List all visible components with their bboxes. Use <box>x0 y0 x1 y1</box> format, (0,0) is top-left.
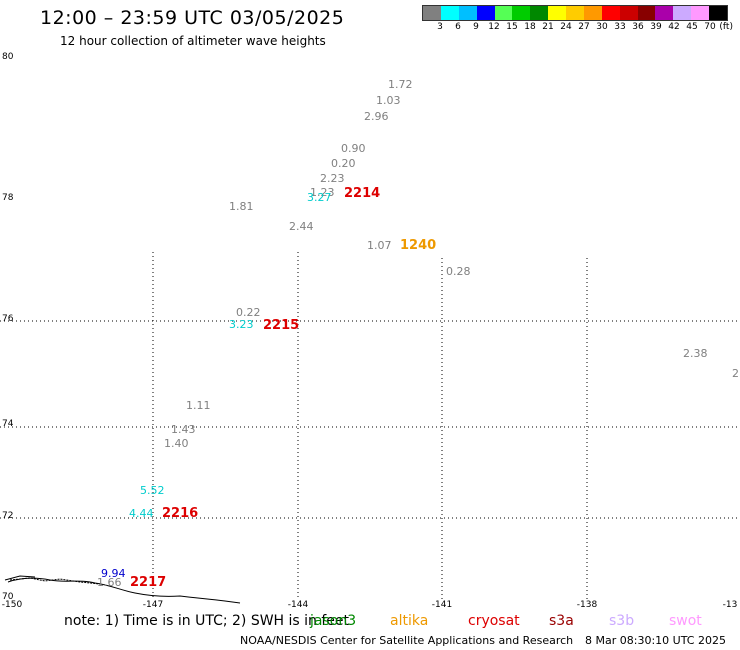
color-scale-label: 12 <box>488 22 500 32</box>
color-scale-label: 39 <box>650 22 662 32</box>
lon-label: -13 <box>722 600 738 610</box>
pass-time-label: 2217 <box>130 575 167 590</box>
color-scale-swatch <box>709 6 727 20</box>
pass-time-label: 2214 <box>344 186 381 201</box>
color-scale-label: 30 <box>596 22 608 32</box>
color-scale-label: 27 <box>578 22 590 32</box>
color-scale-swatch <box>458 6 477 20</box>
wave-height-value: 3.27 <box>307 191 332 204</box>
color-scale-swatch <box>423 6 441 20</box>
color-scale-label: (ft) <box>719 22 733 32</box>
pass-time-label: 1240 <box>400 238 437 253</box>
lon-label: -138 <box>576 600 598 610</box>
wave-height-value: 1.11 <box>186 399 211 412</box>
wave-height-value: 1.81 <box>229 200 254 213</box>
color-scale-label: 3 <box>437 22 443 32</box>
color-scale-swatch <box>440 6 459 20</box>
color-scale-swatch <box>548 6 566 20</box>
lon-label: -147 <box>142 600 164 610</box>
color-scale-label: 18 <box>524 22 536 32</box>
wave-height-value: 4.44 <box>129 507 154 520</box>
lat-label: 78 <box>2 193 14 203</box>
color-scale-swatch <box>494 6 513 20</box>
wave-height-value: 2.23 <box>320 172 345 185</box>
lon-label: -144 <box>287 600 309 610</box>
graticule-lines <box>0 252 740 600</box>
color-scale-label: 70 <box>704 22 716 32</box>
color-scale-swatch <box>512 6 531 20</box>
color-scale-label: 42 <box>668 22 680 32</box>
credit-text: NOAA/NESDIS Center for Satellite Applica… <box>240 634 574 647</box>
wave-height-value: 3.23 <box>229 318 254 331</box>
generated-timestamp: 8 Mar 08:30:10 UTC 2025 <box>585 634 726 647</box>
page-subtitle: 12 hour collection of altimeter wave hei… <box>60 34 326 48</box>
satellite-legend-s3b: s3b <box>609 613 635 629</box>
lat-label: 72 <box>2 511 14 521</box>
lat-label: 74 <box>2 419 14 429</box>
wave-height-value: 1.23 <box>310 186 335 199</box>
wave-height-value: 9.94 <box>101 567 126 580</box>
lon-label: -150 <box>1 600 23 610</box>
color-scale-bar <box>422 5 728 21</box>
satellite-legend-s3a: s3a <box>549 613 574 629</box>
wave-height-value: 2 <box>732 367 739 380</box>
coastline <box>4 575 241 604</box>
lon-label: -141 <box>431 600 453 610</box>
color-scale-label: 36 <box>632 22 644 32</box>
wave-height-value: 2.44 <box>289 220 314 233</box>
color-scale-label: 24 <box>560 22 572 32</box>
wave-height-value: 0.90 <box>341 142 366 155</box>
satellite-legend-cryosat: cryosat <box>468 613 520 629</box>
color-scale-swatch <box>601 6 620 20</box>
color-scale-label: 45 <box>686 22 698 32</box>
wave-height-value: 1.07 <box>367 239 392 252</box>
wave-height-value: 1.43 <box>171 423 196 436</box>
wave-height-value: 0.28 <box>446 265 471 278</box>
color-scale-swatch <box>619 6 638 20</box>
color-scale-label: 15 <box>506 22 518 32</box>
lat-label: 76 <box>2 314 14 324</box>
wave-height-value: 0.22 <box>236 306 261 319</box>
color-scale-swatch <box>476 6 495 20</box>
wave-height-value: 0.20 <box>331 157 356 170</box>
color-scale-label: 21 <box>542 22 554 32</box>
color-scale-swatch <box>530 6 549 20</box>
wave-height-value: 1.72 <box>388 78 413 91</box>
satellite-legend-jason3: jason3 <box>310 613 357 629</box>
color-scale-label: 33 <box>614 22 626 32</box>
pass-time-label: 2215 <box>263 318 300 333</box>
color-scale-swatch <box>566 6 584 20</box>
footer-note: note: 1) Time is in UTC; 2) SWH is in fe… <box>64 613 350 629</box>
wave-height-value: 5.52 <box>140 484 165 497</box>
lat-label: 80 <box>2 52 14 62</box>
satellite-legend-altika: altika <box>390 613 429 629</box>
color-scale-label: 9 <box>473 22 479 32</box>
color-scale-labels: 3 6 9 12 15 18 21 24 27 30 33 36 39 42 45 70 (ft) <box>422 22 740 34</box>
page-title: 12:00 – 23:59 UTC 03/05/2025 <box>40 7 345 29</box>
wave-height-value: 2.96 <box>364 110 389 123</box>
lat-label: 70 <box>2 592 14 602</box>
color-scale-swatch <box>637 6 656 20</box>
wave-height-value: 1.40 <box>164 437 189 450</box>
color-scale-label: 6 <box>455 22 461 32</box>
color-scale-swatch <box>691 6 709 20</box>
wave-height-value: 2.38 <box>683 347 708 360</box>
pass-time-label: 2216 <box>162 506 199 521</box>
color-scale-swatch <box>673 6 692 20</box>
satellite-legend-swot: swot <box>669 613 702 629</box>
color-scale-swatch <box>655 6 674 20</box>
color-scale-swatch <box>583 6 602 20</box>
wave-height-value: 1.03 <box>376 94 401 107</box>
wave-height-value: 1.66 <box>97 576 122 589</box>
